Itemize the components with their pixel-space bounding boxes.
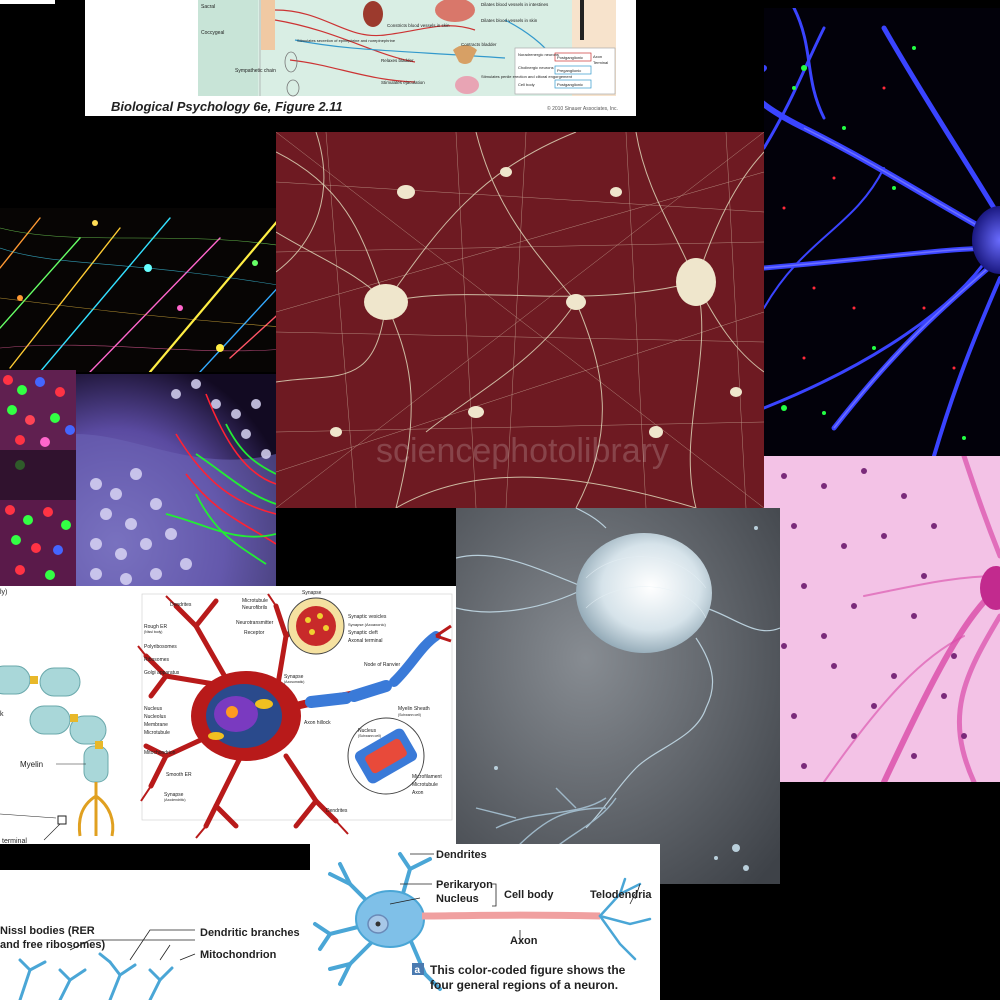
fluorescent-neuron-tile <box>764 8 1000 456</box>
cell-layer-tile <box>0 370 76 586</box>
myelin-diagram-tile: ly) k Myelin terminal <box>0 586 136 844</box>
anat-ribosomes: Ribosomes <box>144 657 170 663</box>
anat-axonal-terminal: Axonal terminal <box>348 638 382 644</box>
anat-rough-er-sub: (Nissl body) <box>144 630 162 634</box>
figure-caption: Biological Psychology 6e, Figure 2.11 <box>111 99 343 114</box>
neuron-regions-diagram: Dendrites Perikaryon Nucleus Cell body T… <box>313 849 652 992</box>
anat-axon-hillock: Axon hillock <box>304 720 331 726</box>
regions-perikaryon: Perikaryon <box>436 879 493 891</box>
anat-polyribosomes: Polyribosomes <box>144 644 177 650</box>
regions-caption-line1: This color-coded figure shows the <box>430 963 626 977</box>
label-stimulates-secretion: Stimulates secretion of epinephrine and … <box>297 38 396 43</box>
legend-axon: Axon <box>593 54 602 59</box>
anat-synapse-axodendritic-sub: (Axodendritic) <box>164 798 186 802</box>
sem-network-image: sciencephotolibrary <box>276 132 764 508</box>
nissl-label-line1: Nissl bodies (RER <box>0 925 95 937</box>
anat-mitochondrion: Mitochondrion <box>144 750 176 756</box>
anat-dendrites-top: Dendrites <box>170 602 192 608</box>
anat-golgi: Golgi apparatus <box>144 670 180 676</box>
label-constricts-blood: Constricts blood vessels in skin <box>387 23 450 28</box>
anat-synapse-axodendritic: Synapse <box>164 792 184 798</box>
anat-nucleus-schwann-sub: (Schwann cell) <box>358 734 381 738</box>
nissl-label-line2: and free ribosomes) <box>0 939 105 951</box>
regions-nucleus: Nucleus <box>436 893 479 905</box>
label-sympathetic-chain: Sympathetic chain <box>235 68 276 74</box>
anat-dendrites-bottom: Dendrites <box>326 808 348 814</box>
anat-synapse-axoaxonic: Synapse (Axoaxonic) <box>348 622 386 627</box>
regions-figure-marker: a <box>415 965 421 976</box>
legend-terminal: Terminal <box>593 60 608 65</box>
label-dilates-blood-intestines: Dilates blood vessels in intestines <box>481 2 549 7</box>
label-dilates-blood-skin: Dilates blood vessels in skin <box>481 18 538 23</box>
autonomic-diagram: Sacral Coccygeal Sympathetic chain Stimu… <box>198 0 616 97</box>
he-tissue-tile <box>764 456 1000 782</box>
nissl-mitochondrion: Mitochondrion <box>200 949 277 961</box>
anat-myelin-sheath: Myelin Sheath <box>398 706 430 712</box>
label-stimulates-ejaculation: Stimulates ejaculation <box>381 80 425 85</box>
brainbow-tile <box>0 208 296 372</box>
myelin-partial-top: ly) <box>0 589 7 596</box>
anat-neurotransmitter: Neurotransmitter <box>236 620 274 626</box>
label-coccygeal: Coccygeal <box>201 30 224 36</box>
figure-copyright: © 2010 Sinauer Associates, Inc. <box>547 106 618 112</box>
sem-single-neuron-image <box>456 508 780 884</box>
cell-layer-image <box>0 370 76 586</box>
figure-2-11-tile: Sacral Coccygeal Sympathetic chain Stimu… <box>85 0 636 116</box>
regions-cell-body: Cell body <box>504 889 554 901</box>
myelin-terminal-label: terminal <box>2 838 27 844</box>
nissl-diagram-tile: Nissl bodies (RER and free ribosomes) De… <box>0 870 310 1000</box>
legend-postganglionic-1: Postganglionic <box>557 55 583 60</box>
label-relaxes-bladder: Relaxes bladder <box>381 58 414 63</box>
white-sliver-tile <box>0 0 55 4</box>
anat-axon: Axon <box>412 790 424 796</box>
anat-nucleus: Nucleus <box>144 706 163 712</box>
legend-cell-body: Cell body <box>518 82 535 87</box>
sem-single-neuron-tile <box>456 508 780 884</box>
regions-dendrites: Dendrites <box>436 849 487 861</box>
sem-network-tile: sciencephotolibrary <box>276 132 764 508</box>
myelin-diagram: ly) k Myelin terminal <box>0 589 115 844</box>
regions-axon: Axon <box>510 935 538 947</box>
anat-receptor: Receptor <box>244 630 265 636</box>
legend-noradrenergic: Noradrenergic neurons <box>518 52 559 57</box>
anat-neurofibrils: Neurofibrils <box>242 605 268 611</box>
label-stimulates-erection: Stimulates penile erection and clitoral … <box>481 74 573 79</box>
regions-telodendria: Telodendria <box>590 889 652 901</box>
regions-caption-line2: four general regions of a neuron. <box>430 978 618 992</box>
anat-synaptic-vesicles: Synaptic vesicles <box>348 614 387 620</box>
anat-microtubule-axon: Microtubule <box>412 782 438 788</box>
brainbow-image <box>0 216 296 372</box>
sem-watermark: sciencephotolibrary <box>376 432 669 470</box>
anat-rough-er: Rough ER <box>144 624 167 630</box>
legend-postganglionic-2: Postganglionic <box>557 82 583 87</box>
neuron-anatomy-diagram: Dendrites Rough ER (Nissl body) Polyribo… <box>136 586 456 844</box>
neuron-anatomy-tile: Dendrites Rough ER (Nissl body) Polyribo… <box>136 586 456 844</box>
anat-synapse-axosomatic: Synapse <box>284 674 304 680</box>
anat-synapse-axosomatic-sub: (Axosomatic) <box>284 680 304 684</box>
myelin-label: Myelin <box>20 760 43 769</box>
nissl-diagram: Nissl bodies (RER and free ribosomes) De… <box>0 925 300 1000</box>
nissl-dendritic-branches: Dendritic branches <box>200 927 300 939</box>
anat-synapse: Synapse <box>302 590 322 596</box>
he-tissue-image <box>764 456 1000 782</box>
dentate-fluorescence-image <box>76 374 276 586</box>
anat-smooth-er: Smooth ER <box>166 772 192 778</box>
anat-microtubule: Microtubule <box>144 730 170 736</box>
anat-microfilament: Microfilament <box>412 774 442 780</box>
myelin-partial-k: k <box>0 711 4 718</box>
legend-cholinergic: Cholinergic neurons <box>518 65 554 70</box>
anat-schwann-cell: (Schwann cell) <box>398 713 421 717</box>
anat-node-ranvier: Node of Ranvier <box>364 662 400 668</box>
label-sacral: Sacral <box>201 4 215 10</box>
anat-synaptic-cleft: Synaptic cleft <box>348 630 378 636</box>
legend-preganglionic: Preganglionic <box>557 68 581 73</box>
anat-nucleolus: Nucleolus <box>144 714 166 720</box>
anat-nucleus-schwann: Nucleus <box>358 728 377 734</box>
label-contracts-bladder: Contracts bladder <box>461 42 497 47</box>
neuron-regions-tile: Dendrites Perikaryon Nucleus Cell body T… <box>310 844 660 1000</box>
anat-membrane: Membrane <box>144 722 168 728</box>
dentate-fluorescence-tile <box>76 374 276 586</box>
fluorescent-neuron-image <box>764 8 1000 456</box>
anat-microtubule-top: Microtubule <box>242 598 268 604</box>
